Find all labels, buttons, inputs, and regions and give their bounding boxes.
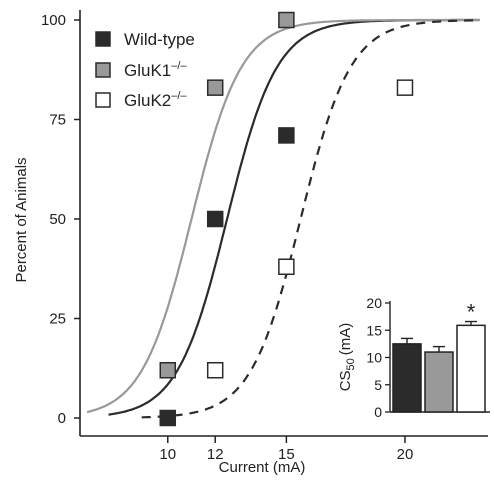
y-axis-title: Percent of Animals bbox=[13, 157, 30, 282]
inset-bar-chart: 0 5 10 15 20 * CS50 (mA) bbox=[337, 295, 490, 420]
point-gluk2 bbox=[278, 258, 295, 276]
y-axis-ticks: 0 25 50 75 100 bbox=[41, 12, 80, 427]
point-gluk2 bbox=[396, 79, 414, 96]
inset-y-tick-label: 15 bbox=[366, 322, 382, 338]
point-gluk2 bbox=[206, 361, 224, 379]
x-tick-label: 10 bbox=[159, 446, 176, 463]
y-tick-label: 75 bbox=[49, 112, 66, 129]
inset-y-title-main: CS bbox=[337, 370, 354, 391]
x-axis-title: Current (mA) bbox=[219, 459, 306, 476]
legend-gluk2-name: GluK2 bbox=[124, 91, 171, 110]
legend-marker-gluk1 bbox=[95, 62, 111, 78]
inset-bars: * bbox=[392, 300, 486, 413]
legend-marker-gluk2 bbox=[95, 92, 111, 108]
y-tick-label: 0 bbox=[58, 410, 66, 427]
inset-y-tick-label: 20 bbox=[366, 295, 382, 311]
inset-y-tick-label: 0 bbox=[374, 404, 382, 420]
inset-bar-wild-type bbox=[392, 343, 422, 413]
legend-gluk2-sup: –/– bbox=[171, 90, 187, 102]
x-tick-label: 20 bbox=[397, 446, 414, 463]
significance-marker: * bbox=[467, 300, 476, 325]
fit-curve-gluk2 bbox=[141, 19, 480, 419]
point-wild-type bbox=[206, 210, 224, 228]
legend-marker-wild-type bbox=[95, 31, 111, 47]
x-axis-ticks: 10 12 15 20 bbox=[159, 436, 413, 463]
data-points bbox=[159, 11, 414, 427]
inset-y-title-sub: 50 bbox=[345, 358, 357, 370]
legend-label-wild-type: Wild-type bbox=[124, 30, 195, 49]
point-wild-type bbox=[159, 409, 177, 427]
point-gluk1 bbox=[278, 11, 295, 29]
inset-y-title-unit: (mA) bbox=[337, 323, 354, 356]
inset-y-ticks: 0 5 10 15 20 bbox=[366, 295, 390, 420]
fit-curve-gluk1 bbox=[86, 18, 480, 414]
inset-y-tick-label: 10 bbox=[366, 350, 382, 366]
legend-label-gluk1: GluK1–/– bbox=[124, 60, 187, 80]
inset-bar-gluk1 bbox=[424, 351, 454, 413]
point-gluk1 bbox=[159, 361, 177, 379]
legend-gluk1-name: GluK1 bbox=[124, 61, 171, 80]
inset-bar-gluk2 bbox=[456, 324, 486, 413]
legend: Wild-type GluK1–/– GluK2–/– bbox=[95, 30, 195, 110]
fit-curves bbox=[86, 18, 480, 419]
legend-gluk1-sup: –/– bbox=[171, 60, 187, 72]
x-tick-label: 15 bbox=[278, 446, 295, 463]
point-wild-type bbox=[278, 127, 295, 144]
y-tick-label: 50 bbox=[49, 211, 66, 228]
point-gluk1 bbox=[206, 79, 224, 96]
inset-y-tick-label: 5 bbox=[374, 377, 382, 393]
inset-y-title: CS50 (mA) bbox=[337, 323, 357, 392]
y-tick-label: 100 bbox=[41, 12, 66, 29]
legend-label-gluk2: GluK2–/– bbox=[124, 90, 187, 110]
x-tick-label: 12 bbox=[207, 446, 224, 463]
y-tick-label: 25 bbox=[49, 311, 66, 328]
